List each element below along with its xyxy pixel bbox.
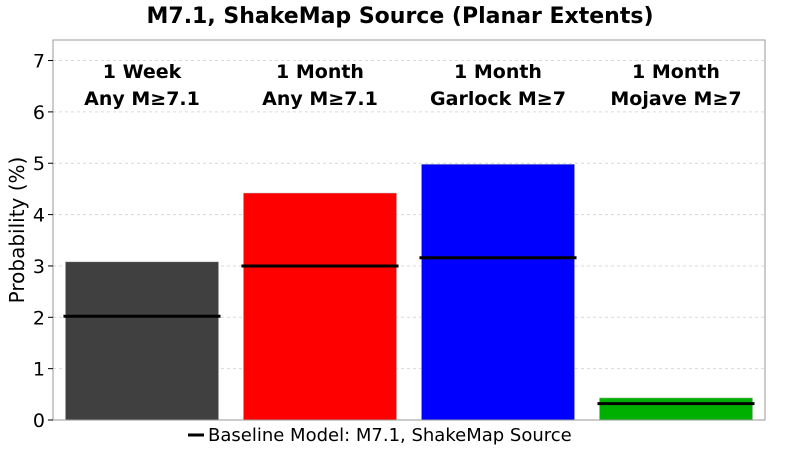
legend-label: Baseline Model: M7.1, ShakeMap Source [208,425,572,446]
y-tick-label: 5 [33,153,45,175]
bars [65,164,753,421]
bar [599,397,753,421]
gridlines [53,60,765,370]
category-label-line2: Garlock M≥7 [430,88,566,110]
category-label-line1: 1 Month [276,61,364,83]
category-labels: 1 Week Any M≥7.1 1 Month Any M≥7.1 1 Month Ga… [84,61,741,110]
chart-title: M7.1, ShakeMap Source (Planar Extents) [147,4,654,29]
y-tick-label: 6 [33,102,45,124]
category-label-line1: 1 Month [632,61,720,83]
y-tick-label: 0 [33,410,45,432]
y-tick-label: 2 [33,307,45,329]
category-label-line2: Mojave M≥7 [610,88,741,110]
y-tick-label: 3 [33,256,45,278]
category-label-line1: 1 Week [103,61,182,83]
y-axis-label: Probability (%) [5,157,29,304]
legend: Baseline Model: M7.1, ShakeMap Source [188,425,572,446]
category-label-line2: Any M≥7.1 [262,88,378,110]
category-label-line1: 1 Month [454,61,542,83]
baseline-markers [63,256,755,406]
bar [65,261,219,421]
bar [243,192,397,421]
y-tick-label: 1 [33,359,45,381]
plot-frame [52,39,766,421]
y-tick-label: 4 [33,205,45,227]
y-axis-ticks: 0 1 2 3 4 5 6 7 [33,51,53,432]
bar [421,164,575,421]
category-label-line2: Any M≥7.1 [84,88,200,110]
y-tick-label: 7 [33,51,45,73]
